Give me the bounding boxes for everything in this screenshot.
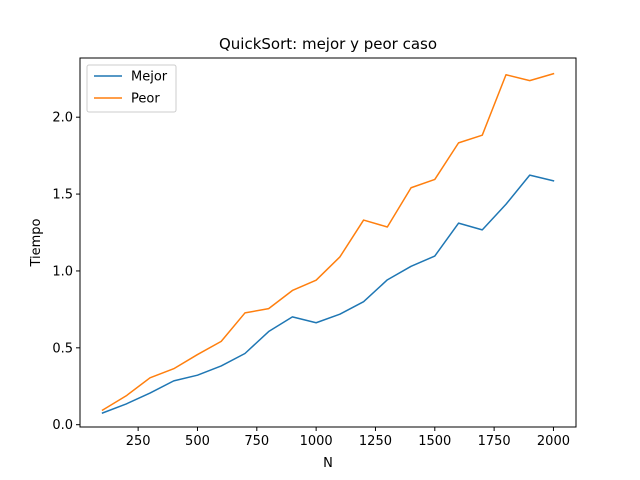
x-tick-label: 1000 bbox=[300, 434, 333, 449]
legend: Mejor Peor bbox=[86, 64, 177, 113]
y-tick-label: 2.0 bbox=[52, 111, 73, 126]
y-axis-label: Tiempo bbox=[29, 218, 44, 267]
y-tick-label: 1.0 bbox=[52, 264, 73, 279]
y-tick-label: 0.0 bbox=[52, 418, 73, 433]
ticks-layer: 250 500 750 1000 1250 1500 1750 2000 0.0 0.5 1.0 1.… bbox=[52, 111, 570, 449]
series-line-peor bbox=[101, 72, 555, 412]
y-tick-label: 1.5 bbox=[52, 188, 73, 203]
x-axis-label: N bbox=[323, 456, 333, 471]
plot-frame bbox=[79, 57, 577, 428]
x-tick-label: 1250 bbox=[359, 434, 392, 449]
series-line-mejor bbox=[101, 174, 555, 414]
y-tick-label: 0.5 bbox=[52, 341, 73, 356]
legend-label-peor: Peor bbox=[131, 92, 160, 107]
chart-title: QuickSort: mejor y peor caso bbox=[219, 35, 437, 53]
x-tick-label: 1500 bbox=[418, 434, 451, 449]
series-layer bbox=[101, 72, 555, 414]
x-tick-label: 1750 bbox=[478, 434, 511, 449]
legend-label-mejor: Mejor bbox=[131, 70, 168, 85]
x-tick-label: 250 bbox=[126, 434, 151, 449]
x-tick-label: 2000 bbox=[537, 434, 570, 449]
x-tick-label: 500 bbox=[185, 434, 210, 449]
x-tick-label: 750 bbox=[244, 434, 269, 449]
